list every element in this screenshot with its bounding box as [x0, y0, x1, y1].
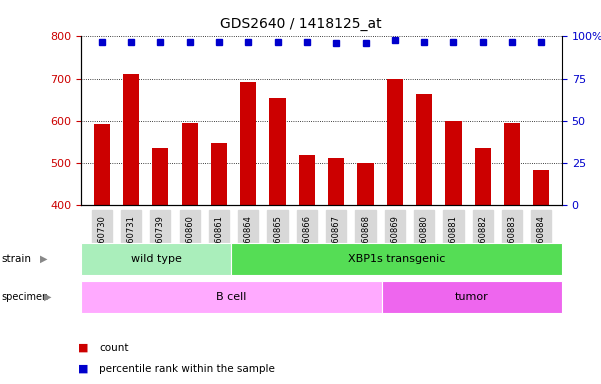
Bar	[152, 149, 168, 205]
Bar	[358, 163, 374, 205]
Bar	[328, 158, 344, 205]
Bar	[445, 121, 462, 205]
Text: count: count	[99, 343, 129, 353]
Bar	[182, 122, 198, 205]
Text: ■: ■	[78, 343, 88, 353]
Bar	[387, 79, 403, 205]
Text: B cell: B cell	[216, 292, 246, 302]
Text: strain: strain	[1, 254, 31, 264]
Bar	[504, 123, 520, 205]
Bar	[299, 155, 315, 205]
Bar	[416, 94, 432, 205]
Text: specimen: specimen	[1, 292, 49, 302]
Text: ▶: ▶	[40, 254, 47, 264]
Bar	[475, 147, 491, 205]
Bar	[269, 98, 285, 205]
Bar	[123, 74, 139, 205]
Bar	[240, 82, 256, 205]
Text: tumor: tumor	[455, 292, 489, 302]
Text: ■: ■	[78, 364, 88, 374]
Text: GDS2640 / 1418125_at: GDS2640 / 1418125_at	[220, 17, 381, 31]
Bar	[533, 170, 549, 205]
Text: XBP1s transgenic: XBP1s transgenic	[348, 254, 445, 264]
Bar	[94, 124, 110, 205]
Text: wild type: wild type	[131, 254, 182, 264]
Text: percentile rank within the sample: percentile rank within the sample	[99, 364, 275, 374]
Bar	[211, 143, 227, 205]
Text: ▶: ▶	[44, 292, 51, 302]
